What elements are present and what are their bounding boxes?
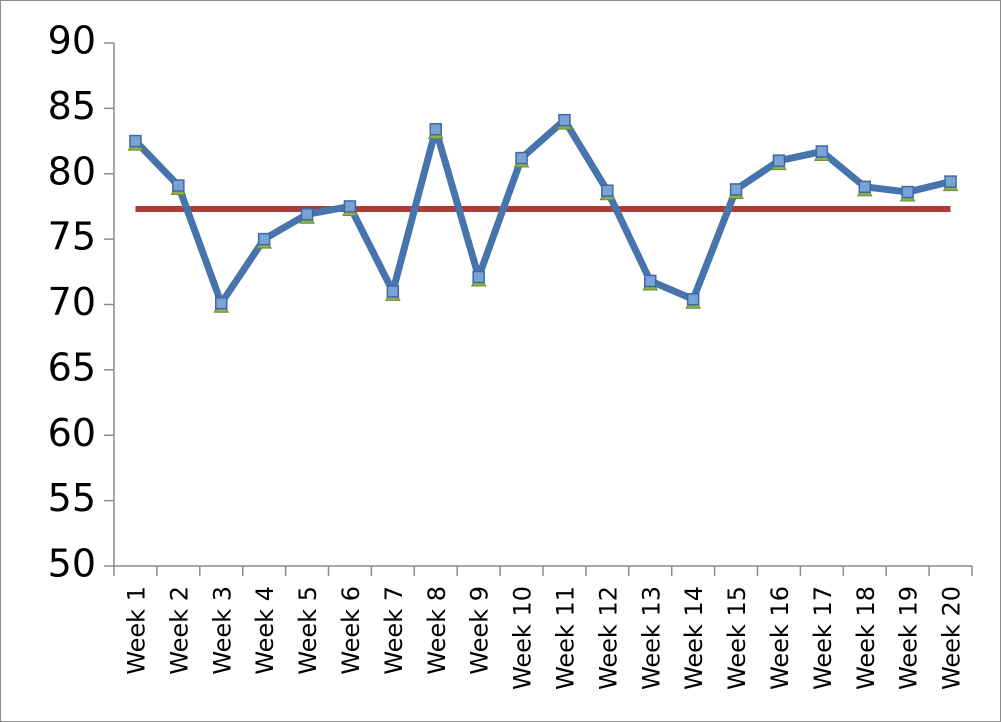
data-point [944,175,957,188]
data-point [729,183,743,196]
data-point [686,293,700,306]
data-point [129,134,142,148]
y-tick-label: 75 [48,215,96,259]
x-tick-label: Week 9 [466,586,494,675]
x-tick-label: Week 11 [551,586,579,690]
data-point [644,274,657,288]
x-tick-label: Week 4 [251,586,279,675]
data-point [386,285,400,298]
x-tick-label: Week 13 [637,586,665,690]
x-tick-label: Week 20 [938,586,966,690]
x-tick-label: Week 3 [208,586,236,675]
x-tick-label: Week 18 [852,586,880,690]
x-tick-label: Week 17 [809,586,837,690]
data-point [601,184,614,197]
x-tick-label: Week 6 [337,586,365,675]
y-tick-label: 50 [48,542,96,586]
x-tick-label: Week 7 [380,586,408,675]
data-point [215,296,228,310]
y-tick-label: 60 [48,411,96,455]
data-point [343,200,357,213]
x-tick-label: Week 16 [766,586,794,690]
x-tick-label: Week 2 [165,586,193,675]
data-point [472,270,485,284]
x-tick-label: Week 12 [594,586,622,690]
data-point [901,185,914,199]
data-point [772,154,786,167]
x-tick-label: Week 19 [895,586,923,690]
data-point [515,151,528,165]
y-tick-label: 85 [48,84,96,128]
x-tick-label: Week 15 [723,586,751,690]
x-tick-label: Week 5 [294,586,322,675]
y-tick-label: 80 [48,149,96,193]
x-tick-label: Week 1 [122,586,150,675]
data-point [815,145,829,158]
data-point [858,180,871,194]
data-point [429,123,442,136]
series-line-weekly [132,116,952,307]
data-point [558,113,571,127]
x-tick-label: Week 10 [509,586,537,690]
data-point [257,232,271,246]
y-tick-label: 65 [48,345,96,389]
y-tick-label: 55 [48,476,96,520]
y-tick-label: 70 [48,280,96,324]
x-tick-label: Week 8 [423,586,451,675]
x-tick-label: Week 14 [680,586,708,690]
data-point [172,179,185,192]
data-point [300,208,314,221]
y-tick-label: 90 [48,19,96,63]
